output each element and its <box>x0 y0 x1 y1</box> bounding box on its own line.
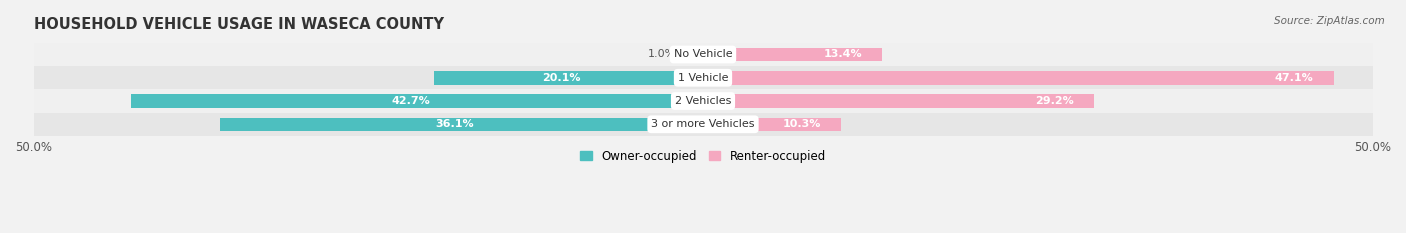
Text: 1.0%: 1.0% <box>648 49 676 59</box>
Bar <box>34 43 1372 66</box>
Bar <box>703 71 1334 85</box>
Bar <box>689 48 703 61</box>
Text: 2 Vehicles: 2 Vehicles <box>675 96 731 106</box>
Text: 36.1%: 36.1% <box>436 119 474 129</box>
Text: 1 Vehicle: 1 Vehicle <box>678 73 728 83</box>
Bar <box>34 89 1372 113</box>
Text: 10.3%: 10.3% <box>783 119 821 129</box>
Text: Source: ZipAtlas.com: Source: ZipAtlas.com <box>1274 16 1385 26</box>
Text: 20.1%: 20.1% <box>543 73 581 83</box>
Text: No Vehicle: No Vehicle <box>673 49 733 59</box>
Text: 29.2%: 29.2% <box>1035 96 1074 106</box>
Bar <box>131 94 703 108</box>
Bar <box>434 71 703 85</box>
Bar <box>219 117 703 131</box>
Bar <box>34 66 1372 89</box>
Bar <box>703 94 1094 108</box>
Text: HOUSEHOLD VEHICLE USAGE IN WASECA COUNTY: HOUSEHOLD VEHICLE USAGE IN WASECA COUNTY <box>34 17 443 32</box>
Text: 13.4%: 13.4% <box>824 49 862 59</box>
Bar <box>34 113 1372 136</box>
Legend: Owner-occupied, Renter-occupied: Owner-occupied, Renter-occupied <box>575 145 831 168</box>
Bar <box>703 117 841 131</box>
Text: 47.1%: 47.1% <box>1275 73 1313 83</box>
Text: 3 or more Vehicles: 3 or more Vehicles <box>651 119 755 129</box>
Text: 42.7%: 42.7% <box>391 96 430 106</box>
Bar <box>703 48 883 61</box>
